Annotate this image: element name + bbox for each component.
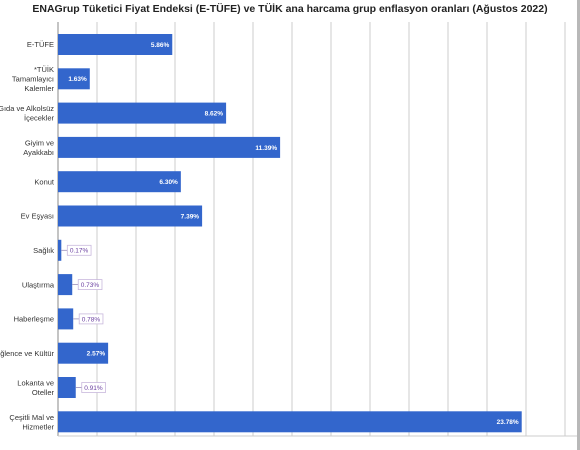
value-label-box bbox=[81, 382, 106, 393]
category-label: Eğlence ve Kültür bbox=[0, 349, 54, 358]
bar bbox=[58, 342, 109, 364]
value-label-box bbox=[78, 313, 104, 325]
category-label: Çeşitli Mal ve bbox=[9, 413, 54, 422]
value-label: 5.86% bbox=[151, 42, 170, 49]
value-label: 7.39% bbox=[181, 213, 200, 220]
category-label: Giyim ve bbox=[25, 138, 54, 147]
window-edge bbox=[577, 0, 580, 450]
value-label: 0.17% bbox=[70, 248, 89, 255]
category-label: Sağlık bbox=[33, 246, 54, 255]
category-label: Gıda ve Alkolsüz bbox=[0, 104, 54, 113]
category-label: Kalemler bbox=[24, 84, 54, 93]
value-label-box bbox=[77, 279, 103, 291]
value-label: 0.91% bbox=[84, 385, 103, 392]
category-label: Lokanta ve bbox=[17, 378, 54, 387]
bar bbox=[58, 239, 62, 261]
category-label: Haberleşme bbox=[14, 315, 54, 324]
chart-title: ENAGrup Tüketici Fiyat Endeksi (E-TÜFE) … bbox=[32, 3, 548, 15]
bar bbox=[58, 411, 522, 433]
value-label: 23.78% bbox=[497, 419, 519, 426]
category-label: Hizmetler bbox=[22, 422, 54, 431]
category-label: Tamamlayıcı bbox=[12, 75, 54, 84]
bar bbox=[58, 68, 90, 90]
category-label: *TÜİK bbox=[34, 65, 54, 74]
bar bbox=[58, 102, 227, 124]
value-label: 8.62% bbox=[205, 111, 224, 118]
bar bbox=[58, 274, 73, 296]
category-label: İçecekler bbox=[24, 114, 55, 123]
value-label: 0.73% bbox=[81, 282, 100, 289]
category-label: Oteller bbox=[32, 388, 55, 397]
value-label: 6.30% bbox=[159, 179, 178, 186]
value-label: 2.57% bbox=[87, 351, 106, 358]
value-label: 0.78% bbox=[82, 316, 101, 323]
value-label-box bbox=[66, 244, 92, 256]
value-label: 11.39% bbox=[255, 145, 277, 152]
bar bbox=[58, 377, 76, 398]
value-label: 1.63% bbox=[68, 76, 87, 83]
category-label: Konut bbox=[34, 177, 55, 186]
category-label: E-TÜFE bbox=[27, 40, 54, 49]
category-label: Ayakkabı bbox=[23, 148, 54, 157]
bar bbox=[58, 136, 281, 158]
bar bbox=[58, 171, 181, 193]
category-label: Ulaştırma bbox=[22, 280, 55, 289]
bar bbox=[58, 34, 173, 55]
bar bbox=[58, 308, 74, 330]
category-label: Ev Eşyası bbox=[21, 212, 54, 221]
bar bbox=[58, 205, 203, 227]
